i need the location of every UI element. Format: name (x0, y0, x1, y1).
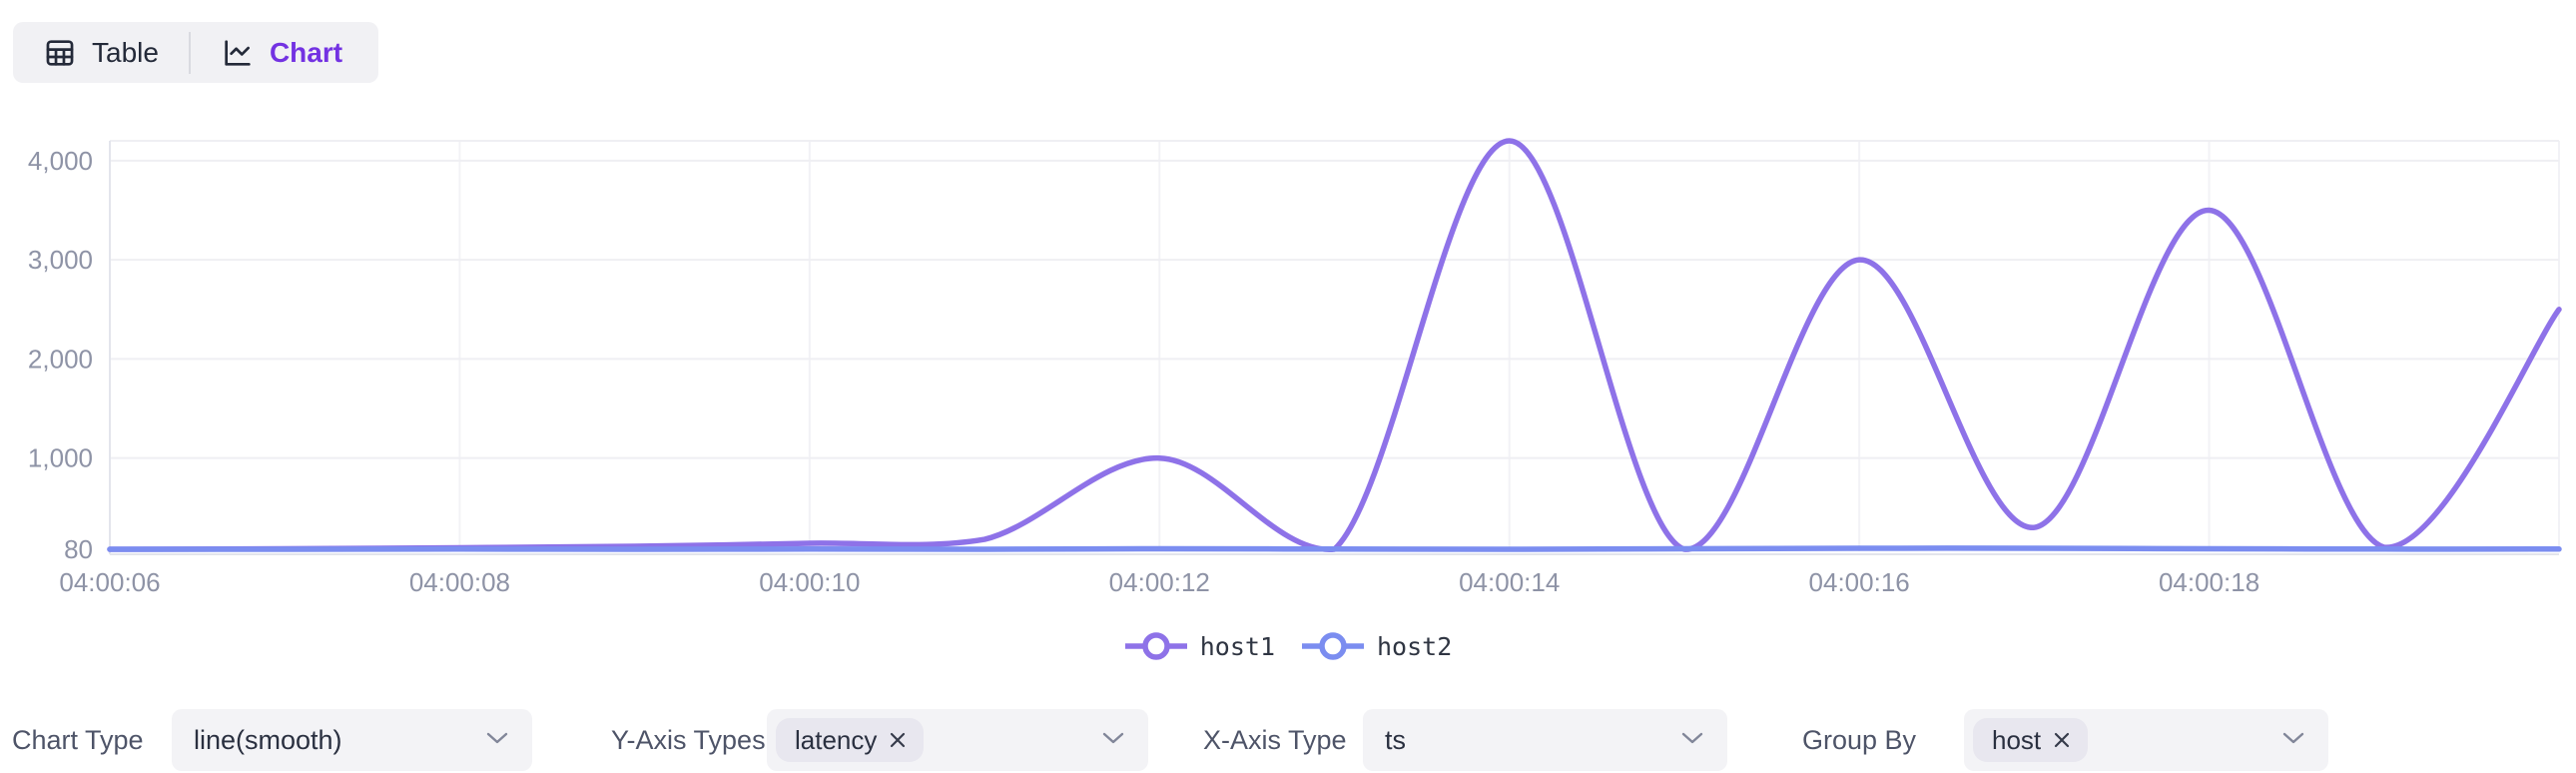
svg-text:1,000: 1,000 (28, 443, 93, 473)
toggle-divider (188, 31, 191, 74)
y-axis-tag-latency-text: latency (795, 724, 878, 755)
table-view-button[interactable]: Table (33, 36, 169, 70)
table-icon (43, 36, 77, 70)
legend-label-host2: host2 (1377, 631, 1453, 661)
table-view-label: Table (92, 36, 159, 68)
x-axis-type-value: ts (1385, 724, 1407, 755)
svg-text:04:00:08: 04:00:08 (409, 567, 510, 597)
line-chart-icon (221, 36, 255, 70)
legend-marker-host1 (1124, 632, 1187, 660)
remove-latency-tag-icon[interactable] (888, 730, 908, 750)
chevron-down-icon (1681, 731, 1703, 749)
svg-text:04:00:06: 04:00:06 (59, 567, 160, 597)
chevron-down-icon (486, 731, 508, 749)
chart-type-select[interactable]: line(smooth) (172, 709, 532, 771)
view-toggle: Table Chart (13, 22, 379, 83)
chart-view-label: Chart (269, 36, 343, 68)
svg-text:3,000: 3,000 (28, 245, 93, 275)
svg-text:80: 80 (64, 534, 93, 564)
legend-item-host1[interactable]: host1 (1124, 631, 1275, 661)
svg-text:4,000: 4,000 (28, 146, 93, 176)
x-axis-type-select[interactable]: ts (1363, 709, 1727, 771)
legend-label-host1: host1 (1199, 631, 1275, 661)
svg-text:04:00:12: 04:00:12 (1109, 567, 1210, 597)
svg-text:2,000: 2,000 (28, 344, 93, 374)
svg-text:04:00:14: 04:00:14 (1459, 567, 1560, 597)
svg-text:04:00:10: 04:00:10 (759, 567, 860, 597)
group-by-label: Group By (1802, 725, 1917, 755)
group-by-tag-host: host (1973, 718, 2089, 762)
remove-host-tag-icon[interactable] (2052, 730, 2072, 750)
chevron-down-icon (2282, 731, 2304, 749)
svg-text:04:00:18: 04:00:18 (2159, 567, 2259, 597)
line-chart-plot[interactable]: 80 1,000 2,000 3,000 4,000 04:00:06 04:00:08 04… (0, 0, 2576, 624)
legend-marker-host2 (1302, 632, 1364, 660)
chart-type-value: line(smooth) (194, 724, 342, 755)
chart-view-button[interactable]: Chart (211, 36, 352, 70)
svg-text:04:00:16: 04:00:16 (1809, 567, 1910, 597)
chart-type-label: Chart Type (12, 725, 144, 755)
y-axis-types-label: Y-Axis Types (611, 725, 766, 755)
y-axis-types-select[interactable]: latency (767, 709, 1148, 771)
group-by-select[interactable]: host (1964, 709, 2328, 771)
legend-item-host2[interactable]: host2 (1301, 631, 1452, 661)
y-axis-tag-latency: latency (776, 718, 925, 762)
chart-legend: host1 host2 (0, 631, 2576, 661)
chevron-down-icon (1102, 731, 1124, 749)
x-axis-type-label: X-Axis Type (1203, 725, 1347, 755)
group-by-tag-host-text: host (1992, 724, 2042, 755)
